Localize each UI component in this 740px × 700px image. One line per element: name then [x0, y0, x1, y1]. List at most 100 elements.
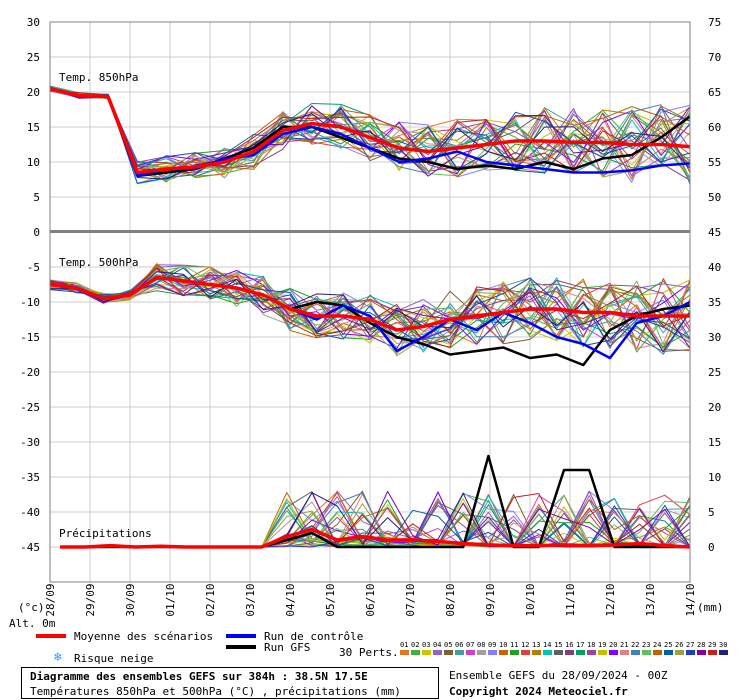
- pert-number: 26: [675, 641, 684, 649]
- x-tick-label: 29/09: [84, 583, 97, 616]
- x-tick-label: 02/10: [204, 583, 217, 616]
- pert-line-500: [49, 271, 691, 353]
- pert-swatch: [433, 650, 442, 655]
- pert-number: 07: [466, 641, 475, 649]
- series-850-line: [49, 86, 691, 175]
- pert-swatch: [543, 650, 552, 655]
- pert-swatch: [719, 650, 728, 655]
- pert-swatch: [653, 650, 662, 655]
- axes: 30252015105075706560555045-5-10-15-20-25…: [20, 16, 721, 617]
- tick-label-right: 20: [708, 401, 721, 414]
- tick-label-right: 45: [708, 226, 721, 239]
- pert-swatch: [675, 650, 684, 655]
- pert-line-850: [49, 87, 691, 170]
- footer-box: Diagramme des ensembles GEFS sur 384h : …: [21, 667, 439, 699]
- tick-label-left: 0: [33, 226, 40, 239]
- altitude-label: Alt. 0m: [9, 617, 56, 630]
- pert-swatch: [455, 650, 464, 655]
- pert-number: 22: [631, 641, 640, 649]
- tick-label-left: 15: [27, 121, 40, 134]
- x-tick-label: 28/09: [44, 583, 57, 616]
- pert-number: 19: [598, 641, 607, 649]
- tick-label-left: -35: [20, 471, 40, 484]
- legend-snow-label: Risque neige: [74, 652, 154, 665]
- tick-label-right: 0: [708, 541, 715, 554]
- pert-swatch: [510, 650, 519, 655]
- x-tick-label: 14/10: [684, 583, 697, 616]
- legend-control-label: Run de contrôle: [264, 630, 364, 643]
- footer-ensemble: Ensemble GEFS du 28/09/2024 - 00Z: [449, 669, 668, 682]
- tick-label-right: 25: [708, 366, 721, 379]
- pert-swatch: [521, 650, 530, 655]
- pert-swatch: [400, 650, 409, 655]
- label-850hpa: Temp. 850hPa: [59, 71, 138, 84]
- pert-number: 18: [587, 641, 596, 649]
- tick-label-right: 5: [708, 506, 715, 519]
- pert-number: 02: [411, 641, 420, 649]
- pert-number: 28: [697, 641, 706, 649]
- pert-number: 01: [400, 641, 409, 649]
- pert-number: 21: [620, 641, 629, 649]
- footer-title: Diagramme des ensembles GEFS sur 384h : …: [30, 670, 368, 683]
- tick-label-right: 70: [708, 51, 721, 64]
- pert-number: 25: [664, 641, 673, 649]
- pert-number: 08: [477, 641, 486, 649]
- tick-label-left: -15: [20, 331, 40, 344]
- pert-number: 20: [609, 641, 618, 649]
- tick-label-left: 20: [27, 86, 40, 99]
- pert-swatch: [532, 650, 541, 655]
- footer-subtitle: Températures 850hPa et 500hPa (°C) , pré…: [30, 685, 401, 698]
- pert-swatch: [587, 650, 596, 655]
- tick-label-left: 30: [27, 16, 40, 29]
- tick-label-left: -5: [27, 261, 40, 274]
- pert-swatch: [444, 650, 453, 655]
- pert-number: 13: [532, 641, 541, 649]
- x-tick-label: 05/10: [324, 583, 337, 616]
- tick-label-right: 15: [708, 436, 721, 449]
- pert-line-850: [49, 86, 691, 183]
- pert-line-850: [49, 86, 691, 168]
- unit-right: (mm): [697, 601, 724, 614]
- x-tick-label: 11/10: [564, 583, 577, 616]
- tick-label-right: 40: [708, 261, 721, 274]
- x-tick-label: 01/10: [164, 583, 177, 616]
- tick-label-left: -10: [20, 296, 40, 309]
- pert-number: 14: [543, 641, 552, 649]
- tick-label-right: 55: [708, 156, 721, 169]
- pert-swatch: [620, 650, 629, 655]
- pert-line-850: [49, 88, 691, 180]
- pert-swatch: [411, 650, 420, 655]
- x-tick-label: 04/10: [284, 583, 297, 616]
- tick-label-right: 10: [708, 471, 721, 484]
- tick-label-left: 25: [27, 51, 40, 64]
- tick-label-left: -25: [20, 401, 40, 414]
- x-tick-label: 09/10: [484, 583, 497, 616]
- tick-label-right: 50: [708, 191, 721, 204]
- x-tick-label: 03/10: [244, 583, 257, 616]
- pert-swatch: [631, 650, 640, 655]
- pert-number: 27: [686, 641, 695, 649]
- pert-number: 06: [455, 641, 464, 649]
- pert-swatch: [598, 650, 607, 655]
- pert-line-850: [49, 90, 691, 178]
- pert-line-850: [49, 90, 691, 182]
- tick-label-left: -30: [20, 436, 40, 449]
- pert-swatch: [565, 650, 574, 655]
- tick-label-left: -20: [20, 366, 40, 379]
- label-500hpa: Temp. 500hPa: [59, 256, 138, 269]
- series-precip-line: [60, 527, 691, 549]
- pert-number: 30: [719, 641, 728, 649]
- tick-label-right: 75: [708, 16, 721, 29]
- tick-label-right: 65: [708, 86, 721, 99]
- legend-gfs-swatch: [226, 645, 256, 649]
- legend-perts-label: 30 Perts.: [339, 646, 399, 659]
- pert-number: 29: [708, 641, 717, 649]
- legend-mean-label: Moyenne des scénarios: [74, 630, 214, 643]
- pert-number: 15: [554, 641, 563, 649]
- x-tick-label: 07/10: [404, 583, 417, 616]
- pert-number: 04: [433, 641, 442, 649]
- pert-swatch: [466, 650, 475, 655]
- main-series-lines: [49, 86, 691, 549]
- pert-swatch: [642, 650, 651, 655]
- pert-swatch: [708, 650, 717, 655]
